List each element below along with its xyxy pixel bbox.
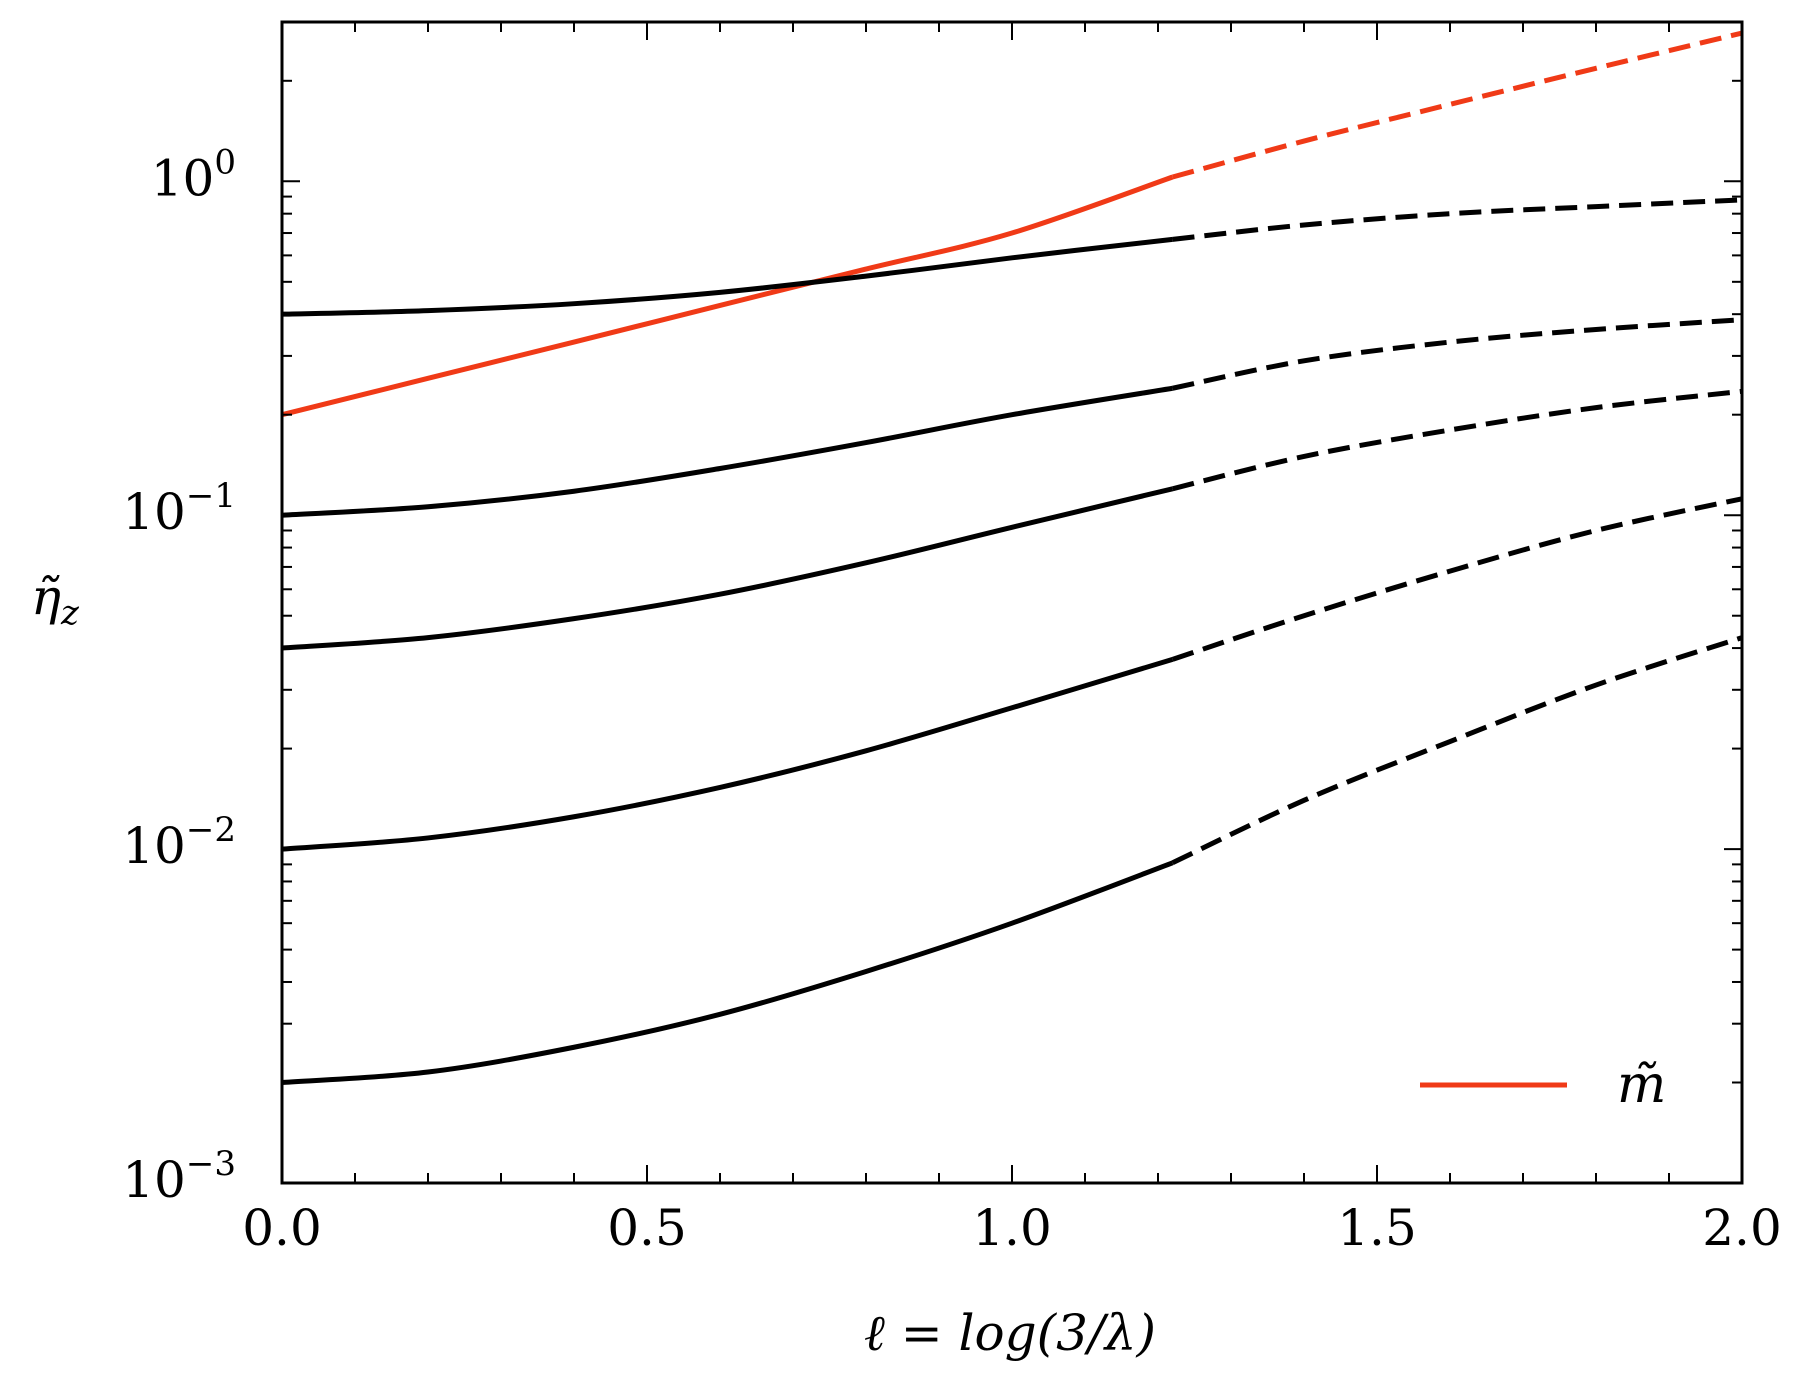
series-0-dashed-line [1171, 30, 1743, 180]
legend: m̃ [1420, 1055, 1666, 1115]
y-tick-label-base: 10 [122, 817, 186, 875]
series-3 [281, 388, 1743, 651]
series-3-solid-line [281, 486, 1174, 651]
series-curves [281, 30, 1743, 1085]
y-tick-label-exponent: −2 [186, 810, 236, 850]
x-tick-label: 2.0 [1702, 1199, 1782, 1257]
series-5-dashed-line [1171, 635, 1743, 866]
x-tick-label: 1.5 [1337, 1199, 1417, 1257]
y-tick-label-base: 10 [122, 483, 186, 541]
y-tick-label-exponent: −1 [186, 476, 236, 516]
series-1-dashed-line [1172, 197, 1743, 242]
y-tick-label: 10−3 [122, 1144, 236, 1209]
series-0 [281, 30, 1743, 418]
x-tick-label: 0.5 [607, 1199, 687, 1257]
series-5 [281, 635, 1743, 1085]
plot-frame [280, 20, 1744, 1185]
series-4-solid-line [281, 656, 1174, 852]
series-4-dashed-line [1171, 496, 1743, 662]
x-axis-title: ℓ = log(3/λ) [864, 1304, 1156, 1362]
x-tick-label: 0.0 [242, 1199, 322, 1257]
series-5-solid-line [281, 860, 1174, 1085]
y-tick-label: 100 [151, 142, 236, 207]
series-2 [281, 317, 1743, 518]
series-4 [281, 496, 1743, 852]
y-tick-label-exponent: −3 [186, 1144, 236, 1184]
series-3-dashed-line [1172, 388, 1743, 492]
series-1 [281, 197, 1743, 317]
y-tick-label-base: 10 [151, 149, 215, 207]
series-0-solid-line [281, 174, 1174, 418]
series-1-solid-line [281, 236, 1173, 317]
y-axis-title-sub: z [60, 593, 80, 633]
series-2-dashed-line [1172, 317, 1743, 391]
legend-label-m: m̃ [1617, 1055, 1666, 1115]
y-tick-label: 10−2 [122, 810, 236, 875]
y-axis-title: η̃z [31, 568, 80, 633]
y-tick-label-exponent: 0 [214, 142, 236, 182]
y-tick-label: 10−1 [122, 476, 236, 541]
y-axis-title-main: η̃ [31, 568, 61, 626]
series-2-solid-line [281, 385, 1174, 518]
x-tick-label: 1.0 [972, 1199, 1052, 1257]
y-tick-label-base: 10 [122, 1151, 186, 1209]
